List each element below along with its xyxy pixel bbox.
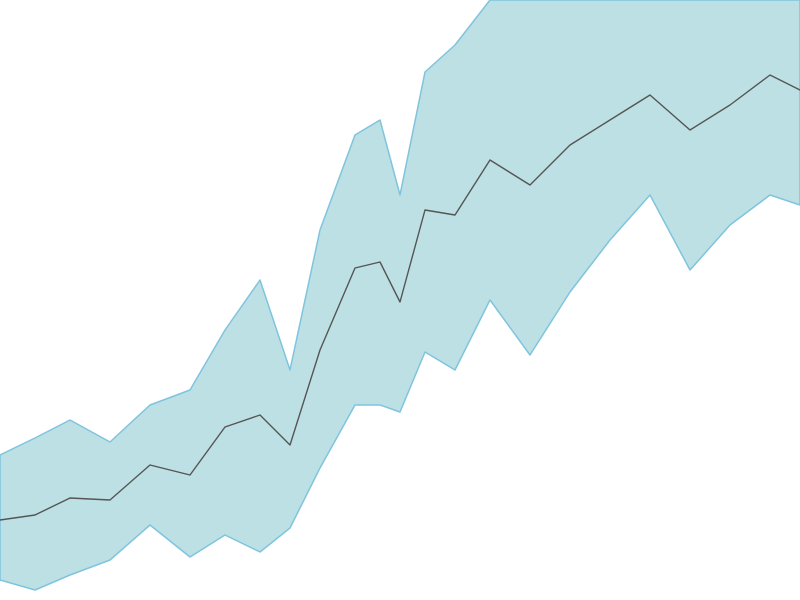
confidence-band-chart	[0, 0, 800, 600]
